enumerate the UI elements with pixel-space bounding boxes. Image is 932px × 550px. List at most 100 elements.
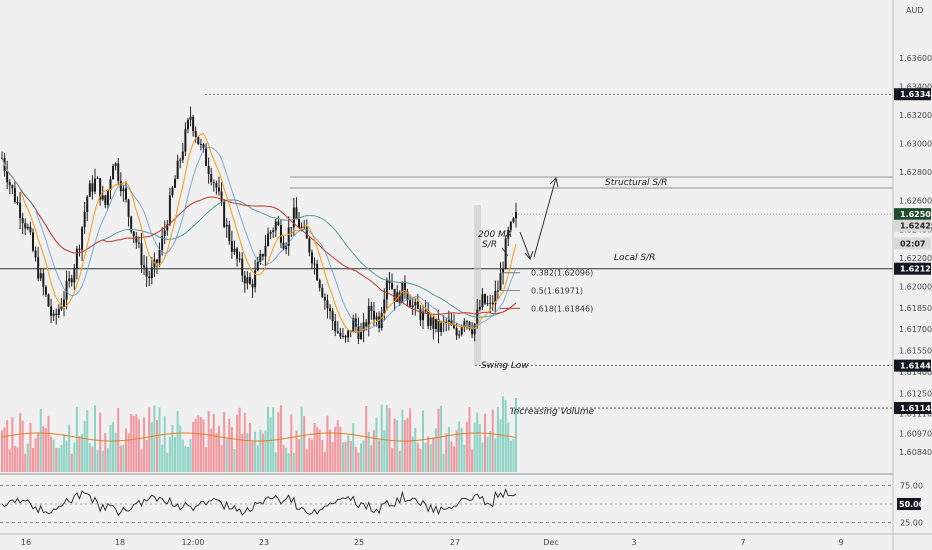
volume-bar: [414, 427, 417, 472]
volume-bar: [305, 449, 308, 472]
candle-body: [349, 330, 352, 333]
candle-body: [347, 330, 350, 338]
volume-bar: [447, 426, 450, 472]
candle-body: [130, 216, 133, 232]
volume-bar: [24, 453, 27, 472]
candle-body: [174, 178, 177, 188]
candle-body: [409, 300, 412, 308]
candle-body: [450, 320, 453, 326]
price-badge: [894, 402, 931, 415]
volume-bar: [292, 452, 295, 472]
volume-bar: [47, 415, 50, 472]
volume-bar: [303, 416, 306, 472]
candle-body: [267, 233, 270, 247]
volume-bar: [254, 431, 257, 472]
candle-body: [468, 321, 471, 329]
price-tick-label: 1.61550: [899, 347, 932, 356]
candle-body: [241, 258, 244, 276]
candle-body: [282, 242, 285, 250]
price-badge: [894, 237, 931, 250]
volume-bar: [370, 445, 373, 472]
volume-bar: [264, 430, 267, 472]
volume-bar: [360, 443, 363, 472]
candle-body: [176, 160, 179, 179]
candle-body: [124, 188, 127, 200]
price-badge: [894, 359, 931, 372]
candle-body: [135, 236, 138, 243]
candle-body: [158, 250, 161, 263]
volume-bar: [372, 430, 375, 472]
candle-body: [295, 207, 298, 220]
candle-body: [81, 227, 84, 250]
volume-bar: [494, 438, 497, 472]
candle-body: [68, 278, 71, 282]
candle-body: [259, 254, 262, 262]
candle-body: [303, 226, 306, 228]
candle-body: [463, 321, 466, 327]
candle-body: [44, 286, 47, 295]
candle-body: [427, 310, 430, 326]
candle-body: [486, 303, 489, 305]
volume-bar: [197, 415, 200, 472]
volume-bar: [13, 445, 16, 472]
volume-bar: [321, 440, 324, 472]
volume-bar: [383, 430, 386, 472]
candle-body: [489, 302, 492, 304]
volume-bar: [251, 441, 254, 472]
price-tick-label: 1.61700: [899, 325, 932, 334]
candle-body: [148, 276, 151, 279]
volume-bar: [124, 428, 127, 472]
volume-bar: [409, 408, 412, 472]
candle-body: [362, 322, 365, 332]
volume-bar: [19, 413, 22, 472]
candle-body: [380, 313, 383, 329]
candle-body: [65, 281, 68, 300]
candle-body: [264, 246, 267, 257]
volume-bar: [290, 414, 293, 472]
candle-body: [484, 294, 487, 304]
currency-label: AUD: [906, 6, 924, 15]
volume-bar: [176, 410, 179, 472]
volume-bar: [39, 408, 42, 472]
candle-body: [93, 178, 96, 192]
candle-body: [202, 144, 205, 148]
rsi-badge-label: 50.00: [899, 500, 925, 509]
volume-bar: [442, 453, 445, 472]
time-tick-label: 9: [838, 538, 843, 547]
candle-body: [205, 147, 208, 166]
candle-body: [515, 211, 517, 219]
candle-body: [73, 268, 76, 283]
volume-bar: [81, 433, 84, 472]
candle-body: [357, 326, 360, 340]
time-axis[interactable]: 16 18 12:00 23 25 27 Dec 3 7 9: [21, 538, 844, 547]
volume-bar: [65, 440, 68, 472]
candle-body: [230, 241, 233, 252]
candle-body: [8, 182, 11, 186]
volume-bar: [55, 447, 58, 472]
fib-label: 0.5(1.61971): [531, 287, 583, 296]
candle-body: [336, 331, 339, 333]
volume-bar: [339, 426, 342, 472]
candle-body: [26, 226, 29, 229]
volume-bar: [411, 436, 414, 472]
candle-body: [429, 317, 432, 326]
volume-bar: [78, 436, 81, 472]
volume-bar: [37, 432, 40, 472]
volume-bar: [119, 445, 122, 472]
volume-bar: [241, 433, 244, 472]
candle-body: [145, 267, 148, 277]
rsi-panel: [0, 473, 893, 523]
candle-body: [416, 301, 419, 309]
volume-bar: [453, 446, 456, 472]
volume-bar: [507, 422, 510, 472]
candle-body: [440, 322, 443, 333]
price-tick-label: 1.62000: [899, 282, 932, 291]
volume-bar: [326, 415, 329, 472]
candle-body: [34, 250, 37, 258]
volume-bar: [16, 447, 19, 472]
volume-bar: [3, 427, 6, 472]
price-badge-label: 1.61445: [900, 362, 932, 371]
time-tick-label: 12:00: [181, 538, 204, 547]
